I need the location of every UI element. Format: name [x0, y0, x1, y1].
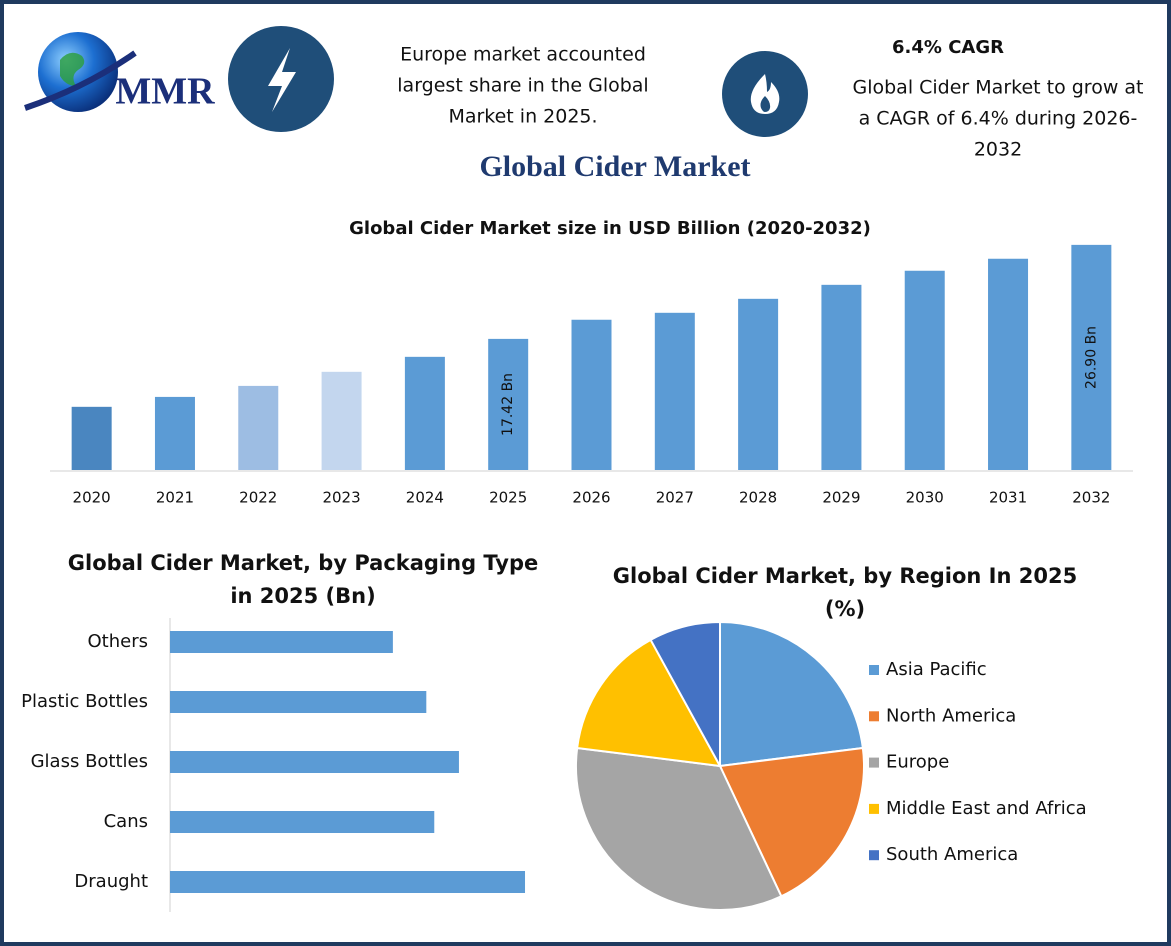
bar	[71, 406, 112, 470]
legend-label: Middle East and Africa	[886, 798, 1087, 819]
y-tick-label: Glass Bottles	[31, 751, 148, 772]
chart-title: (%)	[825, 597, 865, 621]
legend-swatch	[869, 665, 879, 675]
value-label: 17.42 Bn	[500, 373, 516, 436]
x-tick-label: 2032	[1072, 489, 1110, 507]
legend-label: Asia Pacific	[886, 659, 987, 680]
y-tick-label: Cans	[104, 811, 148, 832]
bar	[488, 338, 529, 470]
bar	[988, 258, 1029, 470]
bar	[170, 631, 393, 653]
chart-title: Global Cider Market, by Region In 2025	[613, 564, 1077, 588]
bolt-icon	[228, 26, 334, 132]
x-tick-label: 2022	[239, 489, 277, 507]
highlight-line: Market in 2025.	[448, 106, 597, 128]
logo-text: MMR	[115, 71, 215, 113]
x-tick-label: 2029	[822, 489, 860, 507]
bar	[738, 298, 779, 470]
legend-label: North America	[886, 705, 1016, 726]
legend-swatch	[869, 757, 879, 768]
legend-swatch	[869, 850, 879, 861]
pie-slice	[575, 746, 783, 911]
x-tick-label: 2028	[739, 489, 777, 507]
legend-label: Europe	[886, 752, 949, 773]
bar	[821, 284, 862, 470]
bar	[1071, 244, 1112, 470]
pie-slice	[576, 638, 722, 768]
bar	[170, 691, 427, 713]
x-tick-label: 2030	[906, 489, 944, 507]
flame-icon	[722, 51, 808, 137]
chart-title: in 2025 (Bn)	[230, 584, 375, 608]
y-tick-label: Draught	[74, 871, 148, 892]
x-tick-label: 2026	[572, 489, 610, 507]
bar	[904, 270, 945, 470]
cagr-line: 2032	[974, 139, 1022, 161]
logo: MMR	[24, 32, 215, 113]
bar	[404, 356, 445, 470]
bar	[170, 751, 459, 773]
chart-title: Global Cider Market, by Packaging Type	[68, 551, 538, 575]
bar	[654, 312, 695, 470]
chart-title: Global Cider Market size in USD Billion …	[349, 218, 871, 239]
x-tick-label: 2025	[489, 489, 527, 507]
value-label: 26.90 Bn	[1083, 326, 1099, 389]
highlight-line: largest share in the Global	[397, 75, 648, 97]
bar	[170, 871, 526, 893]
y-tick-label: Others	[88, 631, 149, 652]
bar	[238, 385, 279, 470]
bar	[571, 319, 612, 470]
cagr-line: a CAGR of 6.4% during 2026-	[859, 108, 1138, 130]
bar	[154, 396, 195, 470]
x-tick-label: 2024	[406, 489, 444, 507]
legend-label: South America	[886, 844, 1018, 865]
x-tick-label: 2020	[73, 489, 111, 507]
main-title: Global Cider Market	[479, 150, 750, 183]
x-tick-label: 2031	[989, 489, 1027, 507]
x-tick-label: 2023	[322, 489, 360, 507]
y-tick-label: Plastic Bottles	[21, 691, 148, 712]
legend-swatch	[869, 711, 879, 722]
highlight-line: Europe market accounted	[400, 44, 646, 66]
pie-slice	[719, 620, 864, 768]
cagr-title: 6.4% CAGR	[892, 37, 1004, 58]
pie-slice	[718, 746, 865, 898]
bar	[170, 811, 435, 833]
pie-slice	[649, 620, 721, 767]
x-tick-label: 2021	[156, 489, 194, 507]
legend-swatch	[869, 803, 879, 814]
bar	[321, 371, 362, 470]
x-tick-label: 2027	[656, 489, 694, 507]
cagr-line: Global Cider Market to grow at	[852, 77, 1143, 99]
